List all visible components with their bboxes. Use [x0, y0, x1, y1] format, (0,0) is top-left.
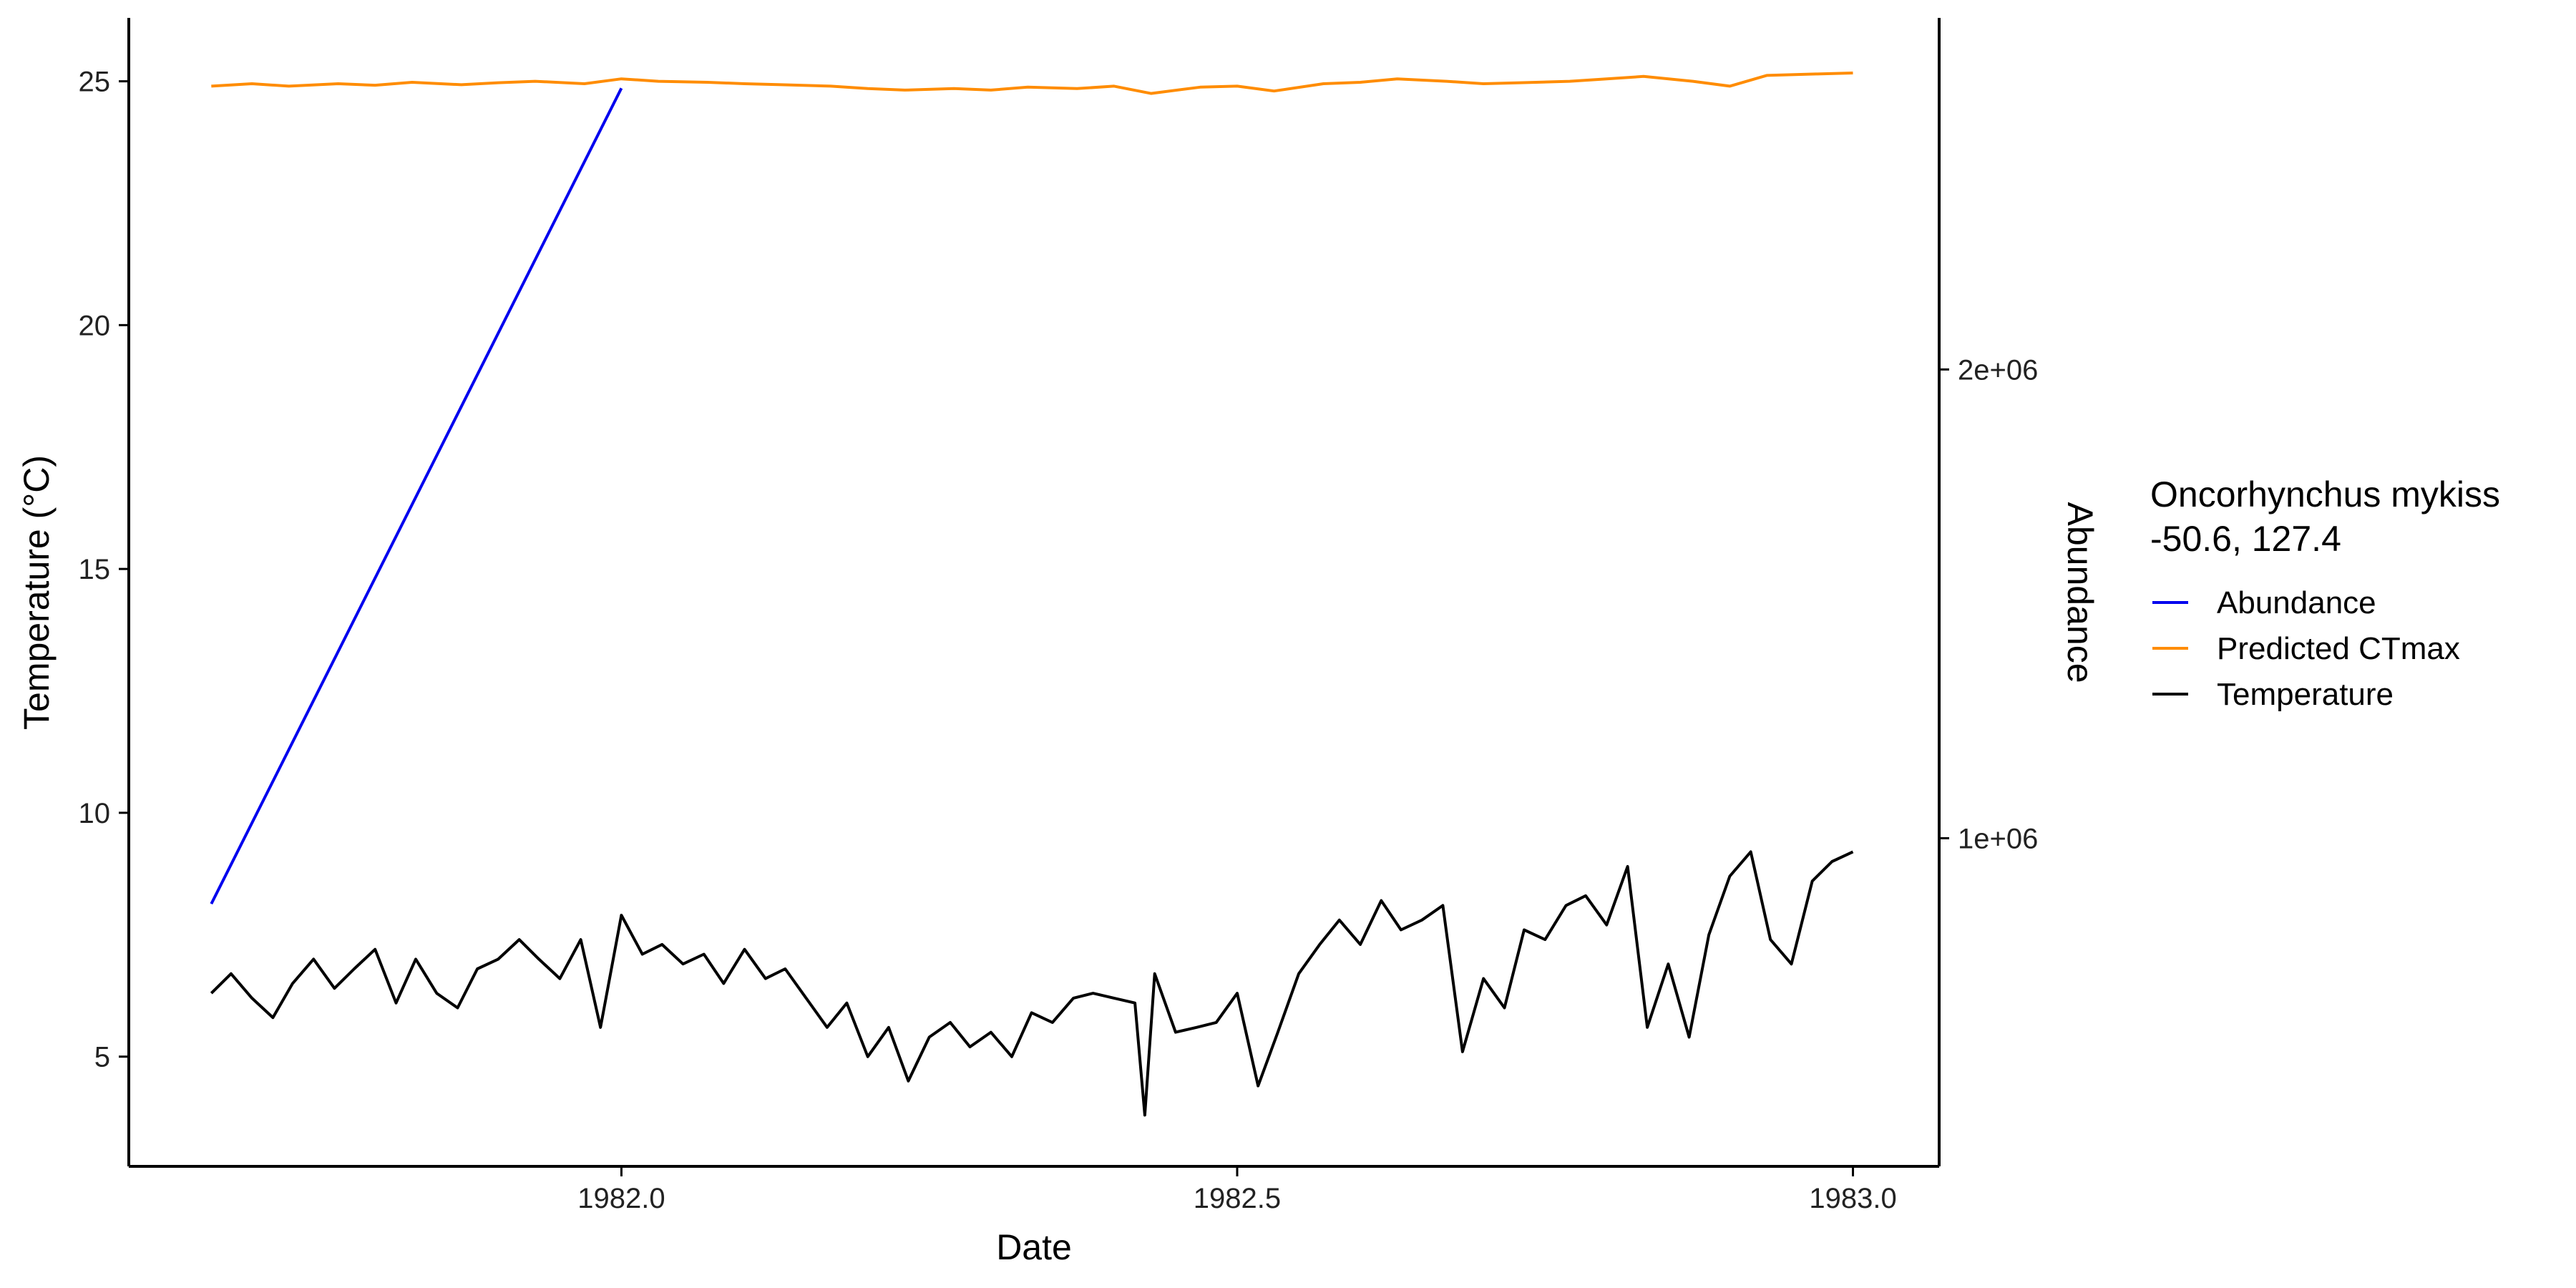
- y2-tick-label: 1e+06: [1958, 823, 2038, 854]
- legend-title: Oncorhynchus mykiss: [2150, 474, 2500, 514]
- series-line-predicted-ctmax: [211, 72, 1853, 95]
- x-tick-label: 1982.0: [577, 1183, 665, 1214]
- y-tick-label: 20: [79, 310, 111, 341]
- legend-label-abundance: Abundance: [2217, 585, 2376, 620]
- series-line-temperature: [210, 850, 1854, 1117]
- legend: Oncorhynchus mykiss -50.6, 127.4 Abundan…: [2150, 474, 2500, 712]
- x-axis-title: Date: [996, 1227, 1072, 1267]
- series-line-abundance: [210, 87, 623, 904]
- legend-label-predicted-ctmax: Predicted CTmax: [2217, 631, 2460, 666]
- y-tick-label: 10: [79, 798, 111, 829]
- y-tick-label: 5: [94, 1042, 110, 1073]
- legend-items: Abundance Predicted CTmax Temperature: [2152, 585, 2460, 712]
- y-tick-label: 15: [79, 554, 111, 585]
- series-lines: [210, 72, 1854, 1117]
- legend-label-temperature: Temperature: [2217, 677, 2394, 712]
- y2-tick-label: 2e+06: [1958, 354, 2038, 386]
- y-axis-title: Temperature (°C): [16, 455, 57, 730]
- y2-axis-title: Abundance: [2060, 502, 2100, 683]
- x-tick-label: 1982.5: [1194, 1183, 1281, 1214]
- x-tick-label: 1983.0: [1809, 1183, 1896, 1214]
- axis-ticks: 1982.0 1982.5 1983.0 5 10 15 20 25 1e+06 2e+06: [79, 67, 2039, 1214]
- y-tick-label: 25: [79, 67, 111, 98]
- legend-subtitle: -50.6, 127.4: [2150, 519, 2341, 559]
